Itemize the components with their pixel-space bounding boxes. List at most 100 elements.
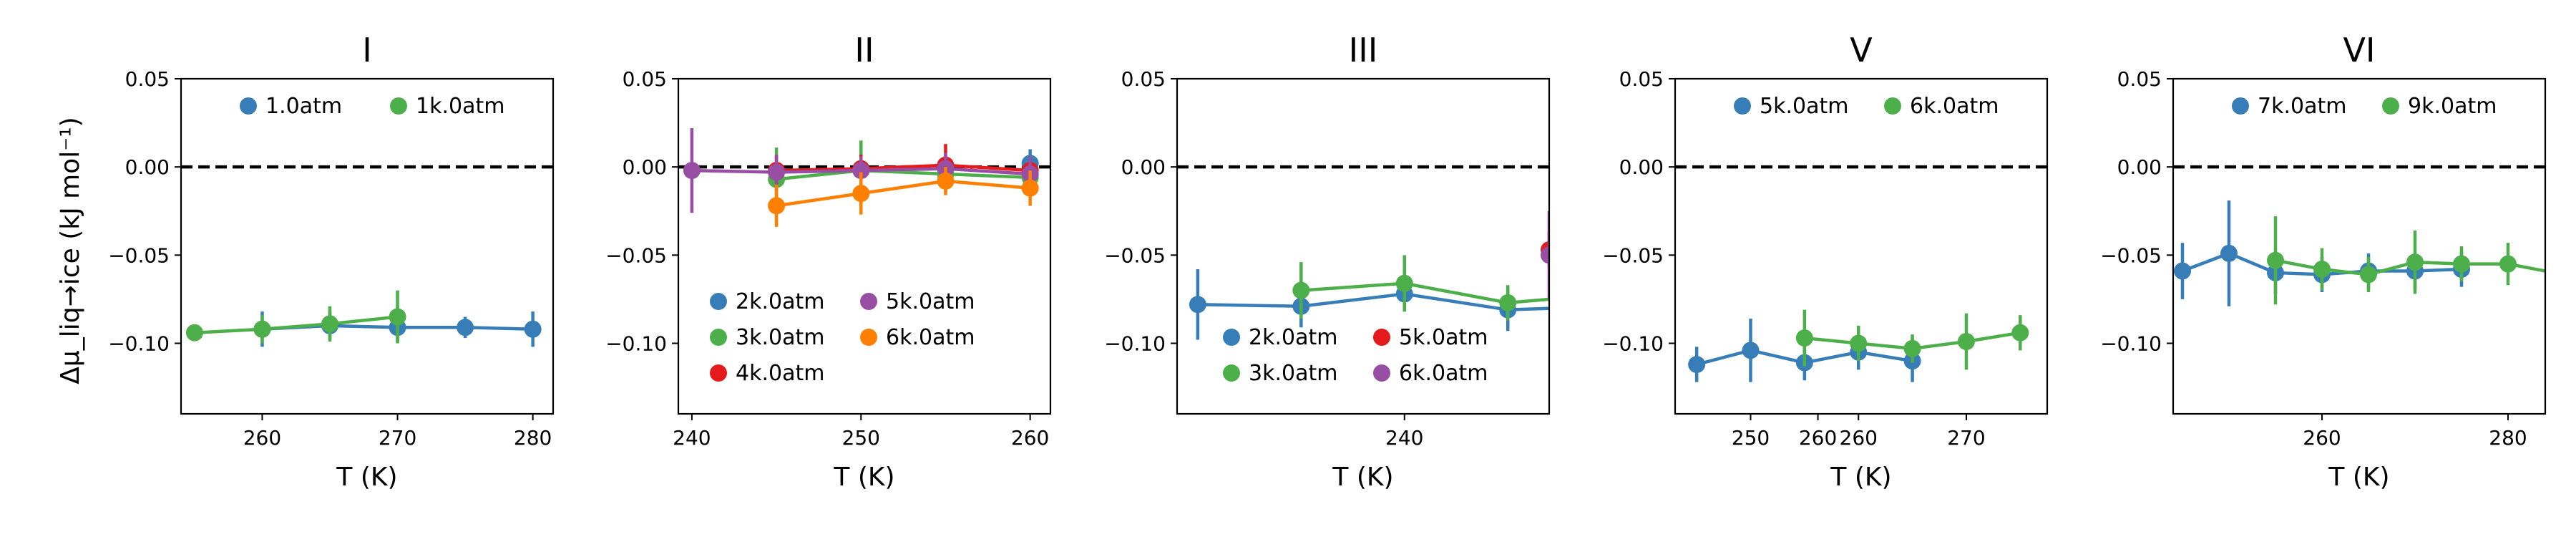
legend: 7k.0atm 9k.0atm — [2232, 94, 2497, 119]
data-point — [1541, 246, 1549, 264]
y-tick-label: −0.05 — [1104, 243, 1166, 267]
legend-label: 6k.0atm — [1910, 94, 1999, 119]
legend-label: 9k.0atm — [2408, 94, 2497, 119]
legend-label: 6k.0atm — [886, 325, 975, 350]
data-point — [1957, 333, 1975, 351]
legend-marker — [2232, 97, 2249, 115]
legend-marker — [1884, 97, 1901, 115]
data-point — [1913, 261, 1930, 278]
data-point — [1795, 329, 1813, 347]
x-axis-label: T (K) — [2328, 463, 2389, 492]
data-point — [1688, 356, 1706, 374]
data-point — [2546, 264, 2563, 281]
data-point — [389, 308, 406, 326]
data-point — [1913, 294, 1930, 311]
series-9k.0atm — [2267, 216, 2563, 305]
y-tick-label: −0.10 — [1602, 332, 1664, 355]
data-point — [2453, 255, 2470, 273]
y-tick-label: −0.05 — [2100, 243, 2162, 267]
x-tick-label: 280 — [2489, 426, 2527, 450]
y-tick-label: −0.05 — [1602, 243, 1664, 267]
y-tick-label: 0.00 — [623, 155, 667, 179]
y-tick-label: 0.05 — [1121, 67, 1166, 91]
axes-frame — [2172, 77, 2547, 415]
legend-label: 2k.0atm — [736, 289, 824, 314]
series-3k.0atm — [1292, 255, 1930, 321]
plot-area — [185, 290, 542, 347]
data-point — [185, 324, 203, 342]
panel-title: II — [854, 31, 874, 69]
legend: 1.0atm 1k.0atm — [240, 94, 504, 119]
data-point — [2220, 244, 2238, 262]
x-axis-label: T (K) — [833, 463, 894, 492]
legend-marker — [710, 364, 727, 382]
data-point — [1903, 339, 1921, 357]
data-point — [1021, 179, 1039, 197]
x-axis-label: T (K) — [1332, 463, 1393, 492]
x-axis-label: T (K) — [1830, 463, 1891, 492]
x-tick-label: 260 — [243, 426, 281, 450]
series-5k.0atm — [1541, 232, 1930, 278]
y-axis-label: Δμ_liq→ice (kJ mol⁻¹) — [56, 117, 85, 384]
series-line — [1301, 281, 1549, 305]
y-tick-label: 0.00 — [2117, 155, 2162, 179]
legend-marker — [1373, 329, 1390, 346]
data-point — [2011, 324, 2029, 342]
legend-label: 5k.0atm — [1399, 325, 1488, 350]
series-6k.0atm — [1795, 309, 2029, 370]
legend-marker — [390, 97, 407, 115]
data-point — [1292, 281, 1310, 299]
panel-title: I — [362, 31, 372, 69]
legend-label: 5k.0atm — [886, 289, 975, 314]
x-tick-label: 250 — [842, 426, 880, 450]
panel-title: III — [1349, 31, 1378, 69]
x-axis-label: T (K) — [336, 463, 397, 492]
series-line — [776, 179, 1030, 208]
panel-3: 0.05 0.00 −0.05 −0.10 240 260 III T (K) 2k.0atm 5… — [1104, 31, 1930, 492]
data-point — [1603, 286, 1620, 303]
legend-marker — [1223, 329, 1240, 346]
y-tick-label: −0.10 — [2100, 332, 2162, 355]
data-point — [2174, 262, 2191, 280]
legend: 5k.0atm 6k.0atm — [1734, 94, 1999, 119]
y-tick-label: 0.00 — [1619, 155, 1664, 179]
x-tick-label: 260 — [2303, 426, 2341, 450]
data-point — [2267, 251, 2284, 269]
data-point — [1706, 252, 1723, 269]
series-6k.0atm — [768, 167, 1039, 227]
legend-label: 1.0atm — [265, 94, 342, 119]
plot-area — [683, 127, 1039, 227]
x-tick-label: 250 — [1732, 426, 1770, 450]
data-point — [524, 320, 542, 338]
x-tick-label: 240 — [673, 426, 711, 450]
data-point — [1189, 296, 1206, 314]
y-tick-label: −0.10 — [605, 332, 667, 355]
data-point — [1706, 305, 1723, 322]
plot-area — [1688, 309, 2029, 382]
y-tick-label: 0.05 — [1619, 67, 1664, 91]
data-point — [768, 197, 786, 215]
x-tick-label: 260 — [1011, 426, 1049, 450]
data-point — [321, 315, 338, 333]
x-tick-label: 260 — [1799, 426, 1837, 450]
y-tick-label: 0.05 — [623, 67, 667, 91]
data-point — [2360, 266, 2377, 284]
legend-label: 6k.0atm — [1399, 361, 1488, 386]
data-point — [1810, 289, 1827, 306]
x-tick-label: 240 — [1385, 426, 1423, 450]
data-point — [768, 163, 786, 181]
legend-label: 2k.0atm — [1249, 325, 1337, 350]
data-point — [937, 172, 955, 190]
data-point — [1603, 298, 1620, 315]
data-point — [457, 319, 474, 337]
y-tick-label: −0.05 — [605, 243, 667, 267]
legend-marker — [710, 329, 727, 346]
y-tick-label: 0.05 — [2117, 67, 2162, 91]
legend: 2k.0atm 5k.0atm 3k.0atm 6k.0atm — [1223, 325, 1488, 386]
series-line — [776, 163, 1030, 173]
data-point — [2313, 261, 2331, 279]
legend-marker — [1373, 364, 1390, 382]
